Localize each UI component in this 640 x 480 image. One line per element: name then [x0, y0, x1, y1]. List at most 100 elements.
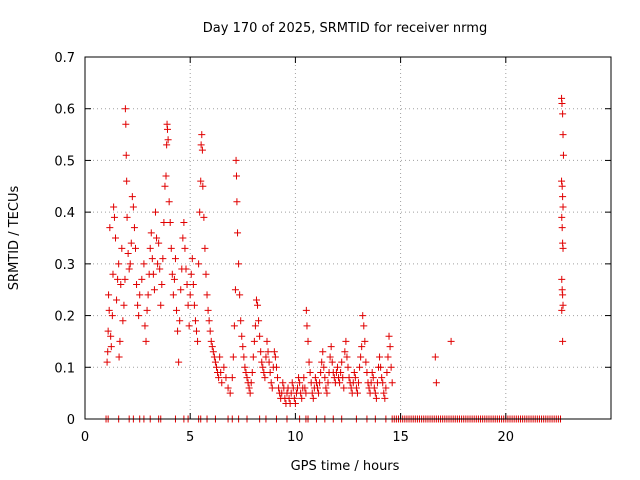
data-point — [157, 301, 165, 309]
data-point — [232, 156, 240, 164]
data-point — [358, 343, 366, 351]
data-point — [303, 322, 311, 330]
y-tick-label: 0.4 — [54, 206, 75, 221]
data-point — [206, 327, 214, 335]
data-point — [150, 286, 158, 294]
data-point — [432, 379, 440, 387]
data-point — [127, 239, 135, 247]
data-point — [558, 213, 566, 221]
data-point — [559, 337, 567, 345]
data-point — [211, 358, 219, 366]
data-point — [226, 389, 234, 397]
data-point — [121, 275, 129, 283]
data-point — [200, 213, 208, 221]
data-point — [154, 260, 162, 268]
data-point — [216, 353, 224, 361]
data-point — [381, 394, 389, 402]
data-point — [161, 182, 169, 190]
data-point — [316, 379, 324, 387]
data-point — [177, 286, 185, 294]
data-point — [118, 244, 126, 252]
data-point — [558, 275, 566, 283]
data-point — [122, 151, 130, 159]
data-point — [204, 306, 212, 314]
data-point — [105, 306, 113, 314]
data-point — [559, 151, 567, 159]
data-point — [142, 337, 150, 345]
data-point — [170, 275, 178, 283]
data-point — [371, 389, 379, 397]
data-point — [343, 353, 351, 361]
data-point — [179, 234, 187, 242]
data-point — [160, 218, 168, 226]
data-point — [141, 322, 149, 330]
data-point — [321, 374, 329, 382]
chart-title: Day 170 of 2025, SRMTID for receiver nrm… — [203, 21, 487, 36]
data-point — [135, 312, 143, 320]
data-point — [272, 363, 280, 371]
data-point — [108, 312, 116, 320]
data-point — [368, 368, 376, 376]
data-point — [202, 270, 210, 278]
data-point — [107, 332, 115, 340]
data-point — [222, 374, 230, 382]
data-point — [110, 203, 118, 211]
data-point — [138, 275, 146, 283]
data-point — [255, 317, 263, 325]
data-point — [180, 218, 188, 226]
data-point — [123, 177, 131, 185]
data-point — [121, 105, 129, 113]
data-point — [203, 291, 211, 299]
data-point — [559, 244, 567, 252]
data-point — [155, 239, 163, 247]
data-point — [372, 394, 380, 402]
data-point — [357, 353, 365, 361]
data-point — [261, 374, 269, 382]
data-point — [558, 177, 566, 185]
data-point — [215, 374, 223, 382]
data-point — [243, 374, 251, 382]
data-point — [109, 270, 117, 278]
data-point — [242, 368, 250, 376]
data-point — [342, 337, 350, 345]
data-point — [328, 358, 336, 366]
data-point — [252, 296, 260, 304]
data-point — [124, 250, 132, 258]
data-point — [306, 368, 314, 376]
data-point — [191, 317, 199, 325]
data-point — [104, 348, 112, 356]
data-point — [156, 265, 164, 273]
data-point — [167, 244, 175, 252]
data-point — [234, 229, 242, 237]
data-point — [271, 353, 279, 361]
data-point — [199, 182, 207, 190]
data-point — [229, 353, 237, 361]
data-point — [198, 131, 206, 139]
data-point — [302, 389, 310, 397]
data-point — [241, 363, 249, 371]
data-point — [146, 244, 154, 252]
data-point — [198, 146, 206, 154]
data-point — [320, 363, 328, 371]
data-point — [122, 120, 130, 128]
data-point — [228, 374, 236, 382]
data-point — [120, 301, 128, 309]
data-point — [338, 358, 346, 366]
data-point — [193, 327, 201, 335]
data-point — [103, 358, 111, 366]
y-tick-label: 0.6 — [54, 103, 75, 118]
data-point — [186, 291, 194, 299]
data-point — [301, 384, 309, 392]
data-point — [324, 379, 332, 387]
data-point — [114, 275, 122, 283]
data-point — [298, 394, 306, 402]
data-point — [174, 327, 182, 335]
data-point — [383, 368, 391, 376]
data-point — [380, 389, 388, 397]
data-point — [238, 332, 246, 340]
data-point — [378, 374, 386, 382]
data-point — [188, 255, 196, 263]
data-point — [246, 389, 254, 397]
data-point — [125, 265, 133, 273]
data-point — [171, 255, 179, 263]
